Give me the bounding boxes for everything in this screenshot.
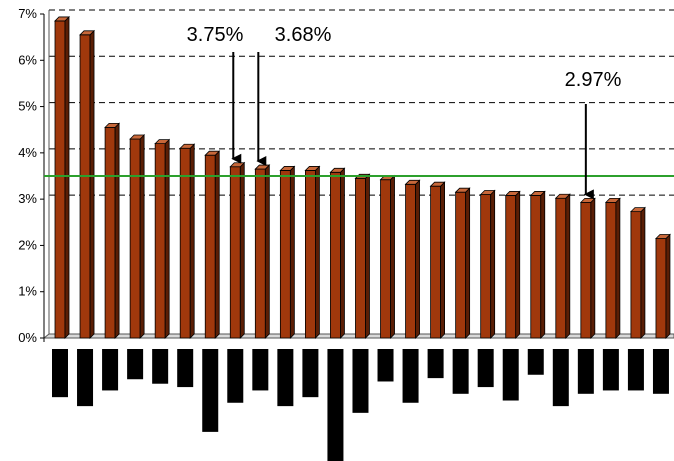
bar: [304, 165, 321, 339]
lower-bar: [502, 349, 519, 401]
lower-bar: [102, 349, 119, 391]
bar: [204, 150, 221, 339]
bar: [479, 189, 496, 339]
lower-bar: [277, 349, 294, 407]
lower-bar: [177, 349, 194, 388]
bar: [279, 165, 296, 339]
lower-bar: [652, 349, 669, 394]
y-tick-label: 7%: [18, 6, 37, 21]
y-tick-label: 1%: [18, 284, 37, 299]
svg-text:2.97%: 2.97%: [565, 69, 622, 91]
bar: [129, 134, 146, 339]
lower-bars: [52, 349, 669, 461]
lower-bar: [152, 349, 169, 384]
lower-bar: [427, 349, 444, 379]
bar: [579, 197, 596, 339]
bar: [354, 173, 371, 339]
lower-bar: [527, 349, 544, 375]
lower-bar: [377, 349, 394, 382]
bar: [54, 15, 70, 339]
svg-text:3.68%: 3.68%: [275, 24, 332, 46]
lower-bar: [52, 349, 68, 398]
y-tick-label: 3%: [18, 191, 37, 206]
lower-bar: [252, 349, 269, 391]
bar: [629, 206, 646, 339]
y-tick-label: 0%: [18, 330, 37, 345]
bar: [104, 122, 121, 339]
lower-bar: [127, 349, 144, 380]
lower-bar: [452, 349, 469, 394]
lower-bar: [627, 349, 644, 391]
lower-bar: [477, 349, 494, 388]
lower-bar: [577, 349, 594, 394]
lower-bar: [77, 349, 94, 407]
svg-text:3.75%: 3.75%: [187, 24, 244, 46]
bar: [329, 167, 346, 339]
lower-bar: [227, 349, 244, 403]
lower-bar: [602, 349, 619, 391]
bar: [404, 179, 421, 339]
y-tick-label: 6%: [18, 52, 37, 67]
lower-bar: [552, 349, 569, 407]
bar: [454, 187, 471, 339]
bar: [554, 193, 571, 339]
y-tick-label: 4%: [18, 145, 37, 160]
lower-bar: [352, 349, 369, 413]
lower-bar: [327, 349, 344, 461]
bar: [254, 164, 271, 339]
annotation: 2.97%: [565, 69, 622, 200]
bar: [529, 190, 546, 339]
bar: [604, 197, 621, 339]
bar: [504, 190, 521, 339]
annotations: 3.75% 3.68% 2.97%: [187, 24, 622, 200]
bar: [229, 161, 246, 339]
bar: [429, 181, 446, 339]
bar: [179, 143, 196, 339]
lower-bar: [202, 349, 219, 432]
lower-bar: [302, 349, 319, 398]
bar: [79, 29, 96, 339]
y-tick-label: 5%: [18, 99, 37, 114]
bars: [54, 15, 671, 339]
y-tick-label: 2%: [18, 237, 37, 252]
bar: [654, 233, 671, 339]
annotation: 3.68%: [256, 24, 332, 167]
bar: [379, 174, 396, 339]
bar: [154, 138, 171, 339]
annotation: 3.75%: [187, 24, 244, 164]
lower-bar: [402, 349, 419, 403]
